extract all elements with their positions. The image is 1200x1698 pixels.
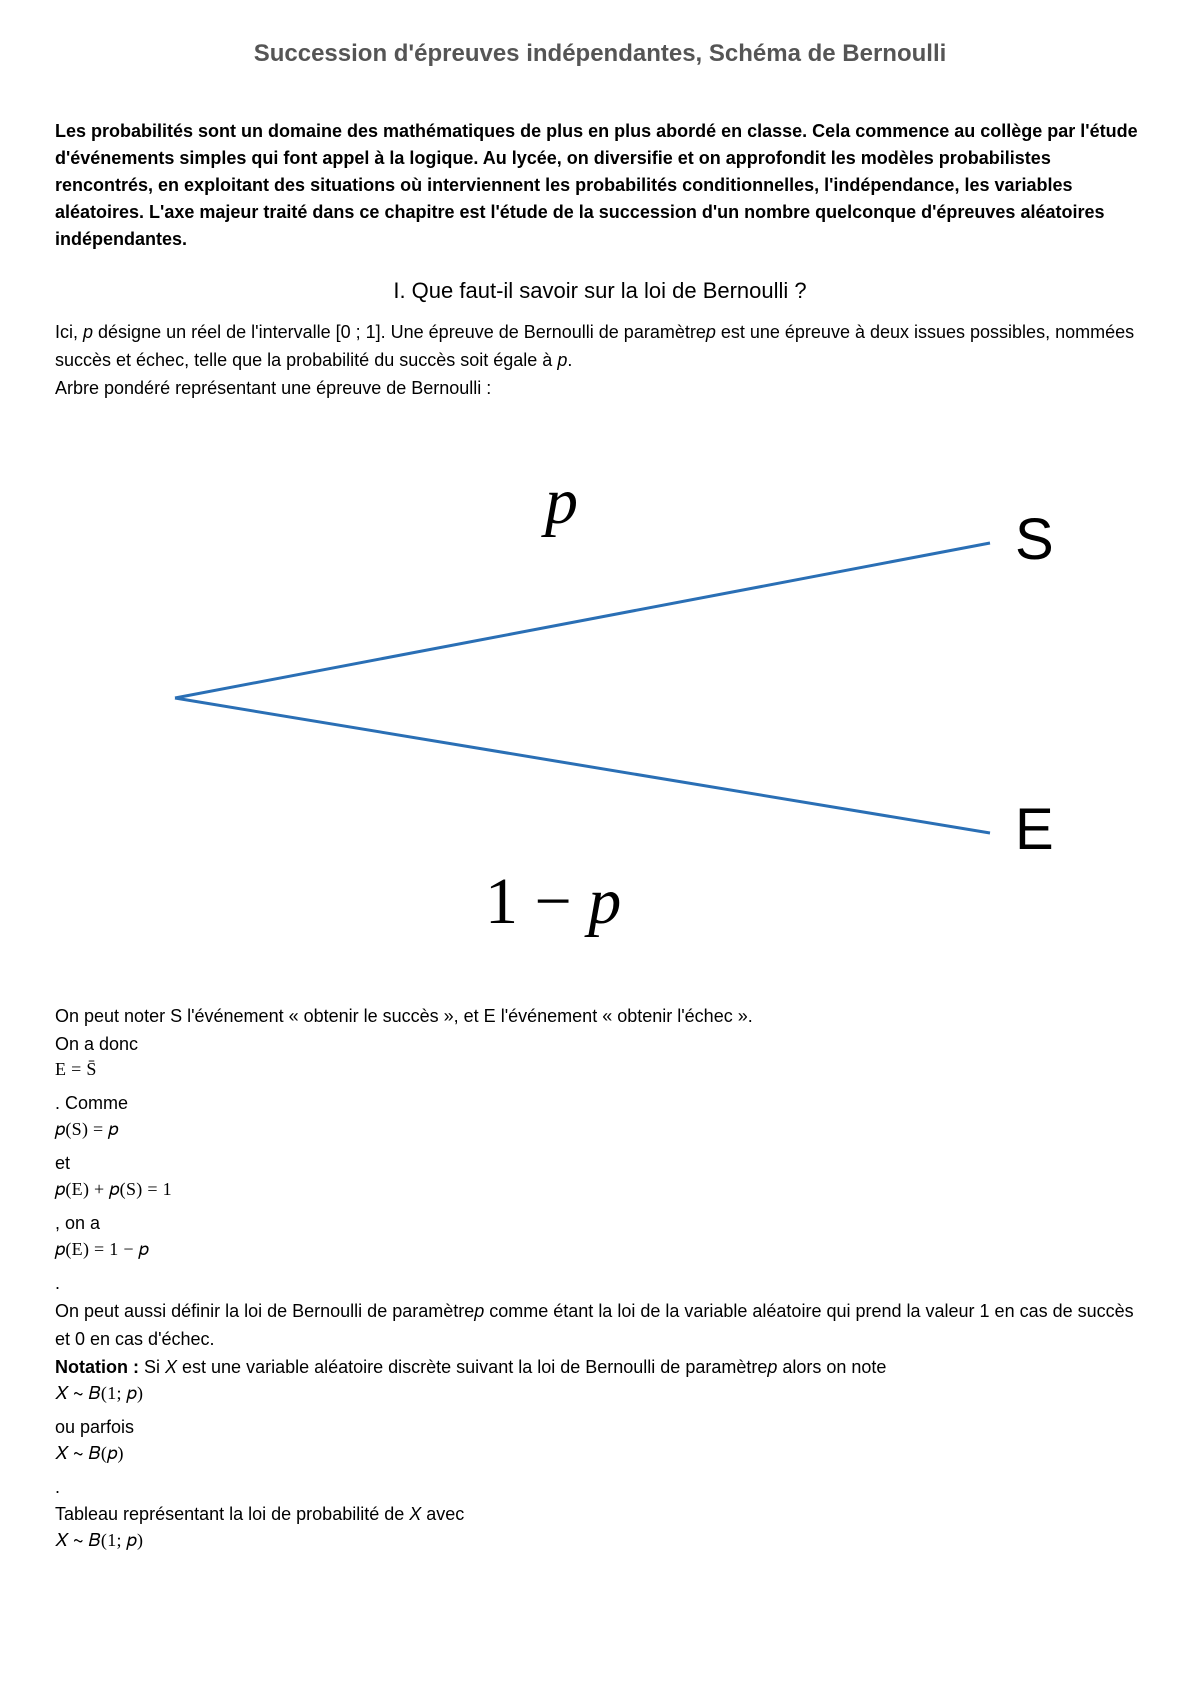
paragraph-1: Ici, p désigne un réel de l'intervalle [… [55, 319, 1145, 375]
math-pE-plus-pS-eq-1: 𝑝(E) + 𝑝(S) = 1 [55, 1179, 1145, 1200]
var-p: p [474, 1301, 484, 1321]
var-p: p [557, 350, 567, 370]
math-X-Bp: 𝑋 ∼ 𝐵(𝑝) [55, 1443, 1145, 1464]
branch-label-p: p [541, 465, 578, 538]
text: est une variable aléatoire discrète suiv… [177, 1357, 767, 1377]
section-1-heading: I. Que faut-il savoir sur la loi de Bern… [55, 278, 1145, 304]
var-p: p [706, 322, 716, 342]
tree-svg: p 1 − p S E [55, 433, 1145, 963]
text-et: et [55, 1150, 1145, 1178]
dot: . [55, 1270, 1145, 1298]
text: avec [421, 1504, 464, 1524]
math-X-B1p: 𝑋 ∼ 𝐵(1; 𝑝) [55, 1383, 1145, 1404]
text: désigne un réel de l'intervalle [0 ; 1].… [93, 322, 706, 342]
bernoulli-tree-diagram: p 1 − p S E [55, 433, 1145, 963]
math-pS-eq-p: 𝑝(S) = 𝑝 [55, 1119, 1145, 1140]
branch-line-bottom [175, 698, 990, 833]
text-ouparfois: ou parfois [55, 1414, 1145, 1442]
intro-paragraph: Les probabilités sont un domaine des mat… [55, 118, 1145, 253]
text: On peut aussi définir la loi de Bernoull… [55, 1301, 474, 1321]
dot: . [55, 1474, 1145, 1502]
paragraph-4: Tableau représentant la loi de probabili… [55, 1501, 1145, 1529]
leaf-label-E: E [1015, 797, 1054, 862]
math-X-B1p-2: 𝑋 ∼ 𝐵(1; 𝑝) [55, 1530, 1145, 1551]
branch-line-top [175, 543, 990, 698]
text-onadonc: On a donc [55, 1031, 1145, 1059]
var-X: X [165, 1357, 177, 1377]
text: alors on note [777, 1357, 886, 1377]
text-comme: . Comme [55, 1090, 1145, 1118]
paragraph-1b: Arbre pondéré représentant une épreuve d… [55, 375, 1145, 403]
var-p: p [83, 322, 93, 342]
var-p: p [767, 1357, 777, 1377]
text-ona: , on a [55, 1210, 1145, 1238]
var-X: X [409, 1504, 421, 1524]
text: . [567, 350, 572, 370]
math-pE-eq-1mp: 𝑝(E) = 1 − 𝑝 [55, 1239, 1145, 1260]
text: Tableau représentant la loi de probabili… [55, 1504, 409, 1524]
text: Ici, [55, 322, 83, 342]
leaf-label-S: S [1015, 507, 1054, 572]
paragraph-2: On peut noter S l'événement « obtenir le… [55, 1003, 1145, 1031]
paragraph-3: On peut aussi définir la loi de Bernoull… [55, 1298, 1145, 1354]
notation-label: Notation : [55, 1357, 139, 1377]
text: Si [139, 1357, 165, 1377]
math-E-eq-Sbar: E = S̄ [55, 1059, 1145, 1080]
branch-label-1mp: 1 − p [485, 865, 621, 938]
page-title: Succession d'épreuves indépendantes, Sch… [55, 40, 1145, 68]
notation-line: Notation : Si X est une variable aléatoi… [55, 1354, 1145, 1382]
